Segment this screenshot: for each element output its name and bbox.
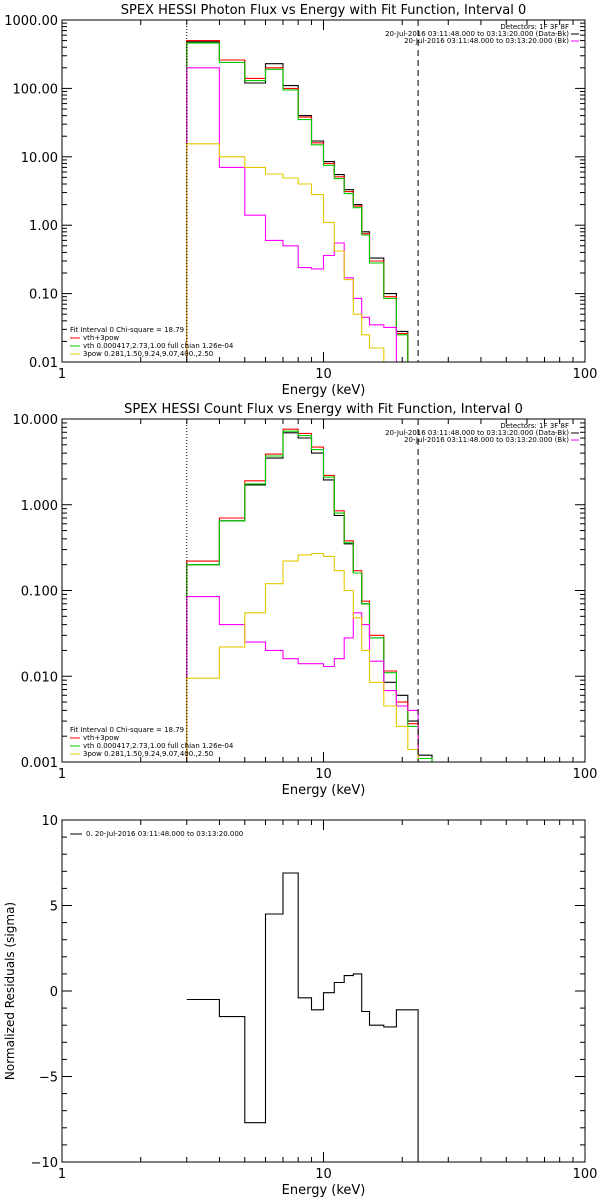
y-tick-label: 0.01 <box>29 356 58 371</box>
legend-fit-entry: vth+3pow <box>83 334 119 342</box>
x-tick-label: 10 <box>315 767 332 782</box>
legend-fit-header: Fit Interval 0 Chi-square = 18.79 <box>70 726 184 734</box>
series-bk-line <box>186 143 385 362</box>
y-tick-label: 100.00 <box>13 82 59 97</box>
legend-top-right-line: 20-Jul-2016 03:11:48.000 to 03:13:20.000… <box>404 436 569 444</box>
x-tick-label: 1 <box>58 367 66 382</box>
chart-title: SPEX HESSI Photon Flux vs Energy with Fi… <box>121 3 527 18</box>
x-tick-label: 10 <box>315 367 332 382</box>
series-model-line <box>186 40 409 362</box>
legend-fit-entry: 3pow 0.281,1.50,9.24,9.07,400.,2.50 <box>83 350 213 358</box>
legend-fit-header: Fit Interval 0 Chi-square = 18.79 <box>70 326 184 334</box>
y-tick-label: 0.10 <box>29 288 58 303</box>
x-axis-label: Energy (keV) <box>282 783 366 798</box>
x-tick-label: 1 <box>58 1167 66 1182</box>
plot-area <box>186 20 419 362</box>
axes-frame <box>61 819 586 1163</box>
y-tick-label: 10.00 <box>21 151 58 166</box>
legend-top-right-line: 20-Jul-2016 03:11:48.000 to 03:13:20.000… <box>385 429 569 437</box>
axes-frame <box>61 19 586 363</box>
y-tick-label: 1.000 <box>21 499 58 514</box>
x-axis-label: Energy (keV) <box>282 383 366 398</box>
series-model-line <box>186 428 433 762</box>
y-tick-label: 10.000 <box>13 413 59 428</box>
series-residuals-line <box>186 872 419 1162</box>
y-tick-label: 0.100 <box>21 585 58 600</box>
x-tick-label: 100 <box>573 767 598 782</box>
series-3pow-line <box>186 596 419 762</box>
series-data-line <box>186 432 433 762</box>
legend-top-right-line: Detectors: 1F 3F 8F <box>500 422 569 430</box>
series-bk-line <box>186 552 419 762</box>
y-tick-label: 5 <box>50 900 58 915</box>
series-vth-line <box>186 430 433 762</box>
x-tick-label: 100 <box>573 367 598 382</box>
series-vth-line <box>186 42 409 362</box>
legend-fit-entry: vth+3pow <box>83 734 119 742</box>
legend-fit-entry: 3pow 0.281,1.50,9.24,9.07,400.,2.50 <box>83 750 213 758</box>
y-tick-label: 1000.00 <box>4 14 58 29</box>
x-tick-label: 100 <box>573 1167 598 1182</box>
legend-fit-entry: vth 0.000417,2.73,1.00 full chian 1.26e-… <box>83 742 234 750</box>
x-axis-label: Energy (keV) <box>282 1183 366 1198</box>
plot-area <box>186 419 433 762</box>
y-tick-label: 0.010 <box>21 670 58 685</box>
legend-top-right-line: Detectors: 1F 3F 8F <box>500 23 569 31</box>
x-tick-label: 1 <box>58 767 66 782</box>
y-tick-label: −10 <box>31 1156 58 1171</box>
x-tick-label: 10 <box>315 1167 332 1182</box>
chart-title: SPEX HESSI Count Flux vs Energy with Fit… <box>124 402 523 417</box>
y-tick-label: −5 <box>39 1071 58 1086</box>
series-data-line <box>186 41 409 362</box>
legend-top-right-line: 20-Jul-2016 03:11:48.000 to 03:13:20.000… <box>404 37 569 45</box>
legend-fit-entry: vth 0.000417,2.73,1.00 full chian 1.26e-… <box>83 342 234 350</box>
y-tick-label: 0.001 <box>21 756 58 771</box>
y-axis-label: Normalized Residuals (sigma) <box>3 902 17 1080</box>
plot-area <box>186 872 419 1162</box>
legend-residual-entry: 0. 20-Jul-2016 03:11:48.000 to 03:13:20.… <box>86 830 243 838</box>
y-tick-label: 10 <box>41 814 58 829</box>
legend-top-right-line: 20-Jul-2016 03:11:48.000 to 03:13:20.000… <box>385 30 569 38</box>
y-tick-label: 1.00 <box>29 219 58 234</box>
y-tick-label: 0 <box>50 985 58 1000</box>
